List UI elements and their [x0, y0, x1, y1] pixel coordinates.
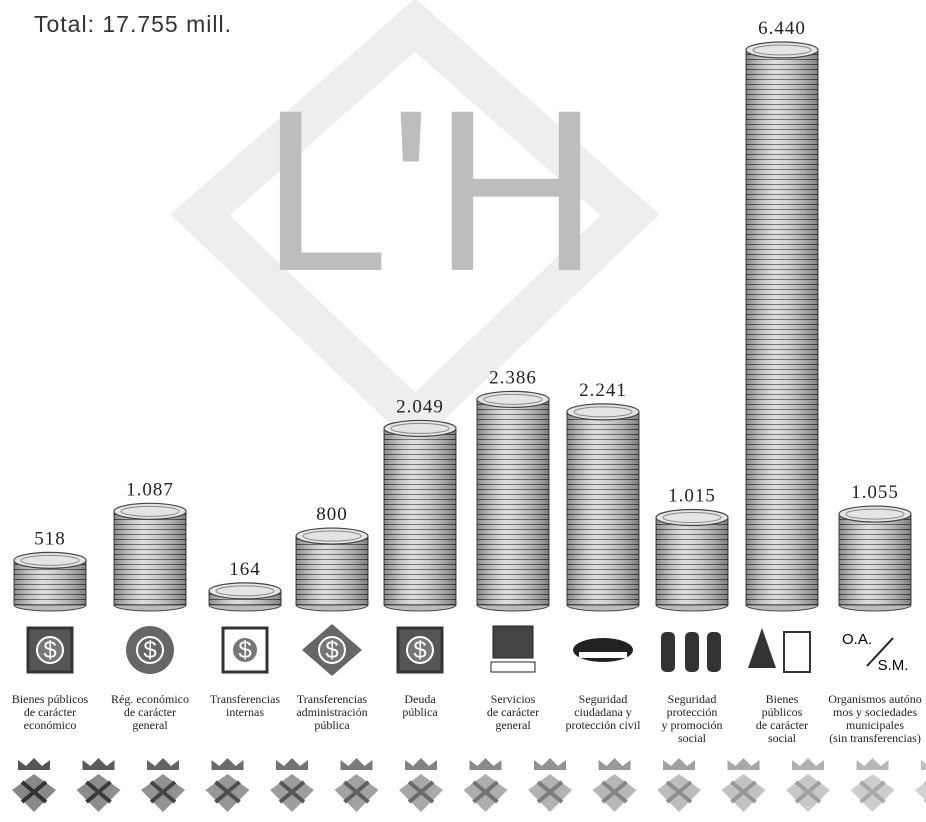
shield-crown [857, 758, 889, 770]
shield [786, 758, 830, 812]
coin-top [209, 583, 281, 599]
shield [851, 758, 895, 812]
value-label: 6.440 [758, 18, 806, 39]
icon [661, 632, 675, 672]
shield [206, 758, 250, 812]
shield [464, 758, 508, 812]
shield-crown [728, 758, 760, 770]
shield-body [915, 774, 926, 812]
shield-crown [663, 758, 695, 770]
shield-crown [341, 758, 373, 770]
icon-symbol: $ [325, 637, 338, 664]
shield-crown [83, 758, 115, 770]
coin-shade [656, 518, 728, 605]
category-label: Servicios de carácter general [463, 693, 563, 732]
category-label: Seguridad ciudadana y protección civil [553, 693, 653, 732]
coin-shade [296, 536, 368, 605]
shield [77, 758, 121, 812]
icon-symbol: $ [238, 637, 251, 664]
coin-shade [114, 511, 186, 605]
icon [784, 632, 810, 672]
icon [748, 628, 776, 668]
watermark: L'H [261, 62, 599, 319]
icon-text: O.A. [842, 631, 872, 648]
shield-crown [405, 758, 437, 770]
coin-shade [567, 412, 639, 605]
category-label: Transferencias administración pública [282, 693, 382, 732]
shield [915, 758, 926, 812]
value-label: 1.055 [851, 482, 899, 503]
shield-crown [212, 758, 244, 770]
coin-shade [839, 514, 911, 605]
shield [399, 758, 443, 812]
icon-symbol: $ [143, 637, 156, 664]
value-label: 800 [316, 504, 348, 525]
shield-crown [921, 758, 926, 770]
icon [573, 638, 633, 662]
value-label: 1.087 [126, 479, 174, 500]
value-label: 164 [229, 559, 261, 580]
coin-shade [477, 399, 549, 605]
shield-crown [147, 758, 179, 770]
shield-crown [276, 758, 308, 770]
icon-symbol: $ [413, 637, 426, 664]
shield-crown [534, 758, 566, 770]
shield-crown [792, 758, 824, 770]
icon-text: S.M. [878, 657, 909, 674]
shield-crown [599, 758, 631, 770]
coin-top [477, 391, 549, 407]
chart-title: Total: 17.755 mill. [34, 11, 232, 37]
shield [593, 758, 637, 812]
shield [141, 758, 185, 812]
category-label: Transferencias internas [195, 693, 295, 719]
coin-top [839, 506, 911, 522]
shield [657, 758, 701, 812]
value-label: 518 [34, 528, 66, 549]
icon [707, 632, 721, 672]
category-label: Rég. económico de carácter general [100, 693, 200, 732]
category-label: Bienes públicos de carácter social [732, 693, 832, 745]
icon [685, 632, 699, 672]
coin-top [567, 404, 639, 420]
value-label: 1.015 [668, 486, 716, 507]
category-label: Deuda pública [370, 693, 470, 719]
coin-top [114, 503, 186, 519]
value-label: 2.049 [396, 396, 444, 417]
category-label: Organismos autóno mos y sociedades munic… [825, 693, 925, 745]
coin-top [746, 42, 818, 58]
shield [12, 758, 56, 812]
coin-top [384, 420, 456, 436]
coin-top [296, 528, 368, 544]
coin-top [14, 552, 86, 568]
shield-crown [18, 758, 50, 770]
shield [528, 758, 572, 812]
value-label: 2.241 [579, 380, 627, 401]
icon [493, 626, 533, 658]
category-label: Seguridad protección y promoción social [642, 693, 742, 745]
value-label: 2.386 [489, 367, 537, 388]
coin-top [656, 510, 728, 526]
coin-shade [384, 428, 456, 605]
category-label: Bienes públicos de carácter económico [0, 693, 100, 732]
shield-crown [470, 758, 502, 770]
coin-shade [746, 50, 818, 605]
shield [722, 758, 766, 812]
icon [579, 652, 627, 658]
shield [335, 758, 379, 812]
shield [270, 758, 314, 812]
icon [491, 662, 535, 672]
icon-symbol: $ [43, 637, 56, 664]
page: L'H Total: 17.755 mill. 518 1.087 164 800 2.… [0, 0, 926, 822]
